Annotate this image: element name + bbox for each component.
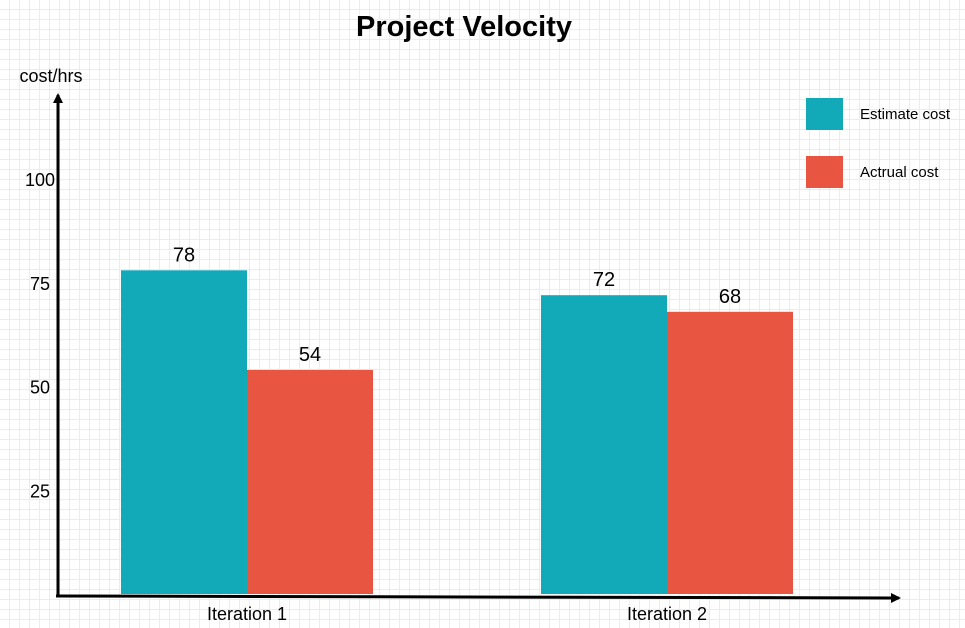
bar-estimate-2 xyxy=(541,295,667,594)
bar-estimate-1 xyxy=(121,270,247,594)
legend-swatch xyxy=(806,156,843,188)
value-labels-group: 78 54 72 68 xyxy=(173,244,741,366)
y-tick-label: 25 xyxy=(30,481,50,501)
legend-label: Estimate cost xyxy=(860,106,951,123)
y-tick-label: 75 xyxy=(30,274,50,294)
bars-group xyxy=(121,270,793,594)
chart-title: Project Velocity xyxy=(356,11,572,43)
bar-actual-1 xyxy=(247,369,373,594)
data-label: 78 xyxy=(173,244,195,266)
data-label: 68 xyxy=(719,286,741,308)
y-tick-label: 50 xyxy=(30,378,50,398)
x-axis xyxy=(55,592,901,603)
x-tick-label: Iteration 2 xyxy=(627,604,707,624)
y-axis-label: cost/hrs xyxy=(19,66,82,86)
x-tick-labels: Iteration 1 Iteration 2 xyxy=(207,604,707,624)
x-tick-label: Iteration 1 xyxy=(207,604,287,624)
legend: Estimate cost Actrual cost xyxy=(806,98,951,188)
data-label: 54 xyxy=(299,344,321,366)
legend-label: Actrual cost xyxy=(860,164,939,181)
y-tick-labels: 25 50 75 100 xyxy=(25,170,55,501)
data-label: 72 xyxy=(593,269,615,291)
y-tick-label: 100 xyxy=(25,170,55,190)
bar-actual-2 xyxy=(667,311,793,594)
legend-swatch xyxy=(806,98,843,130)
